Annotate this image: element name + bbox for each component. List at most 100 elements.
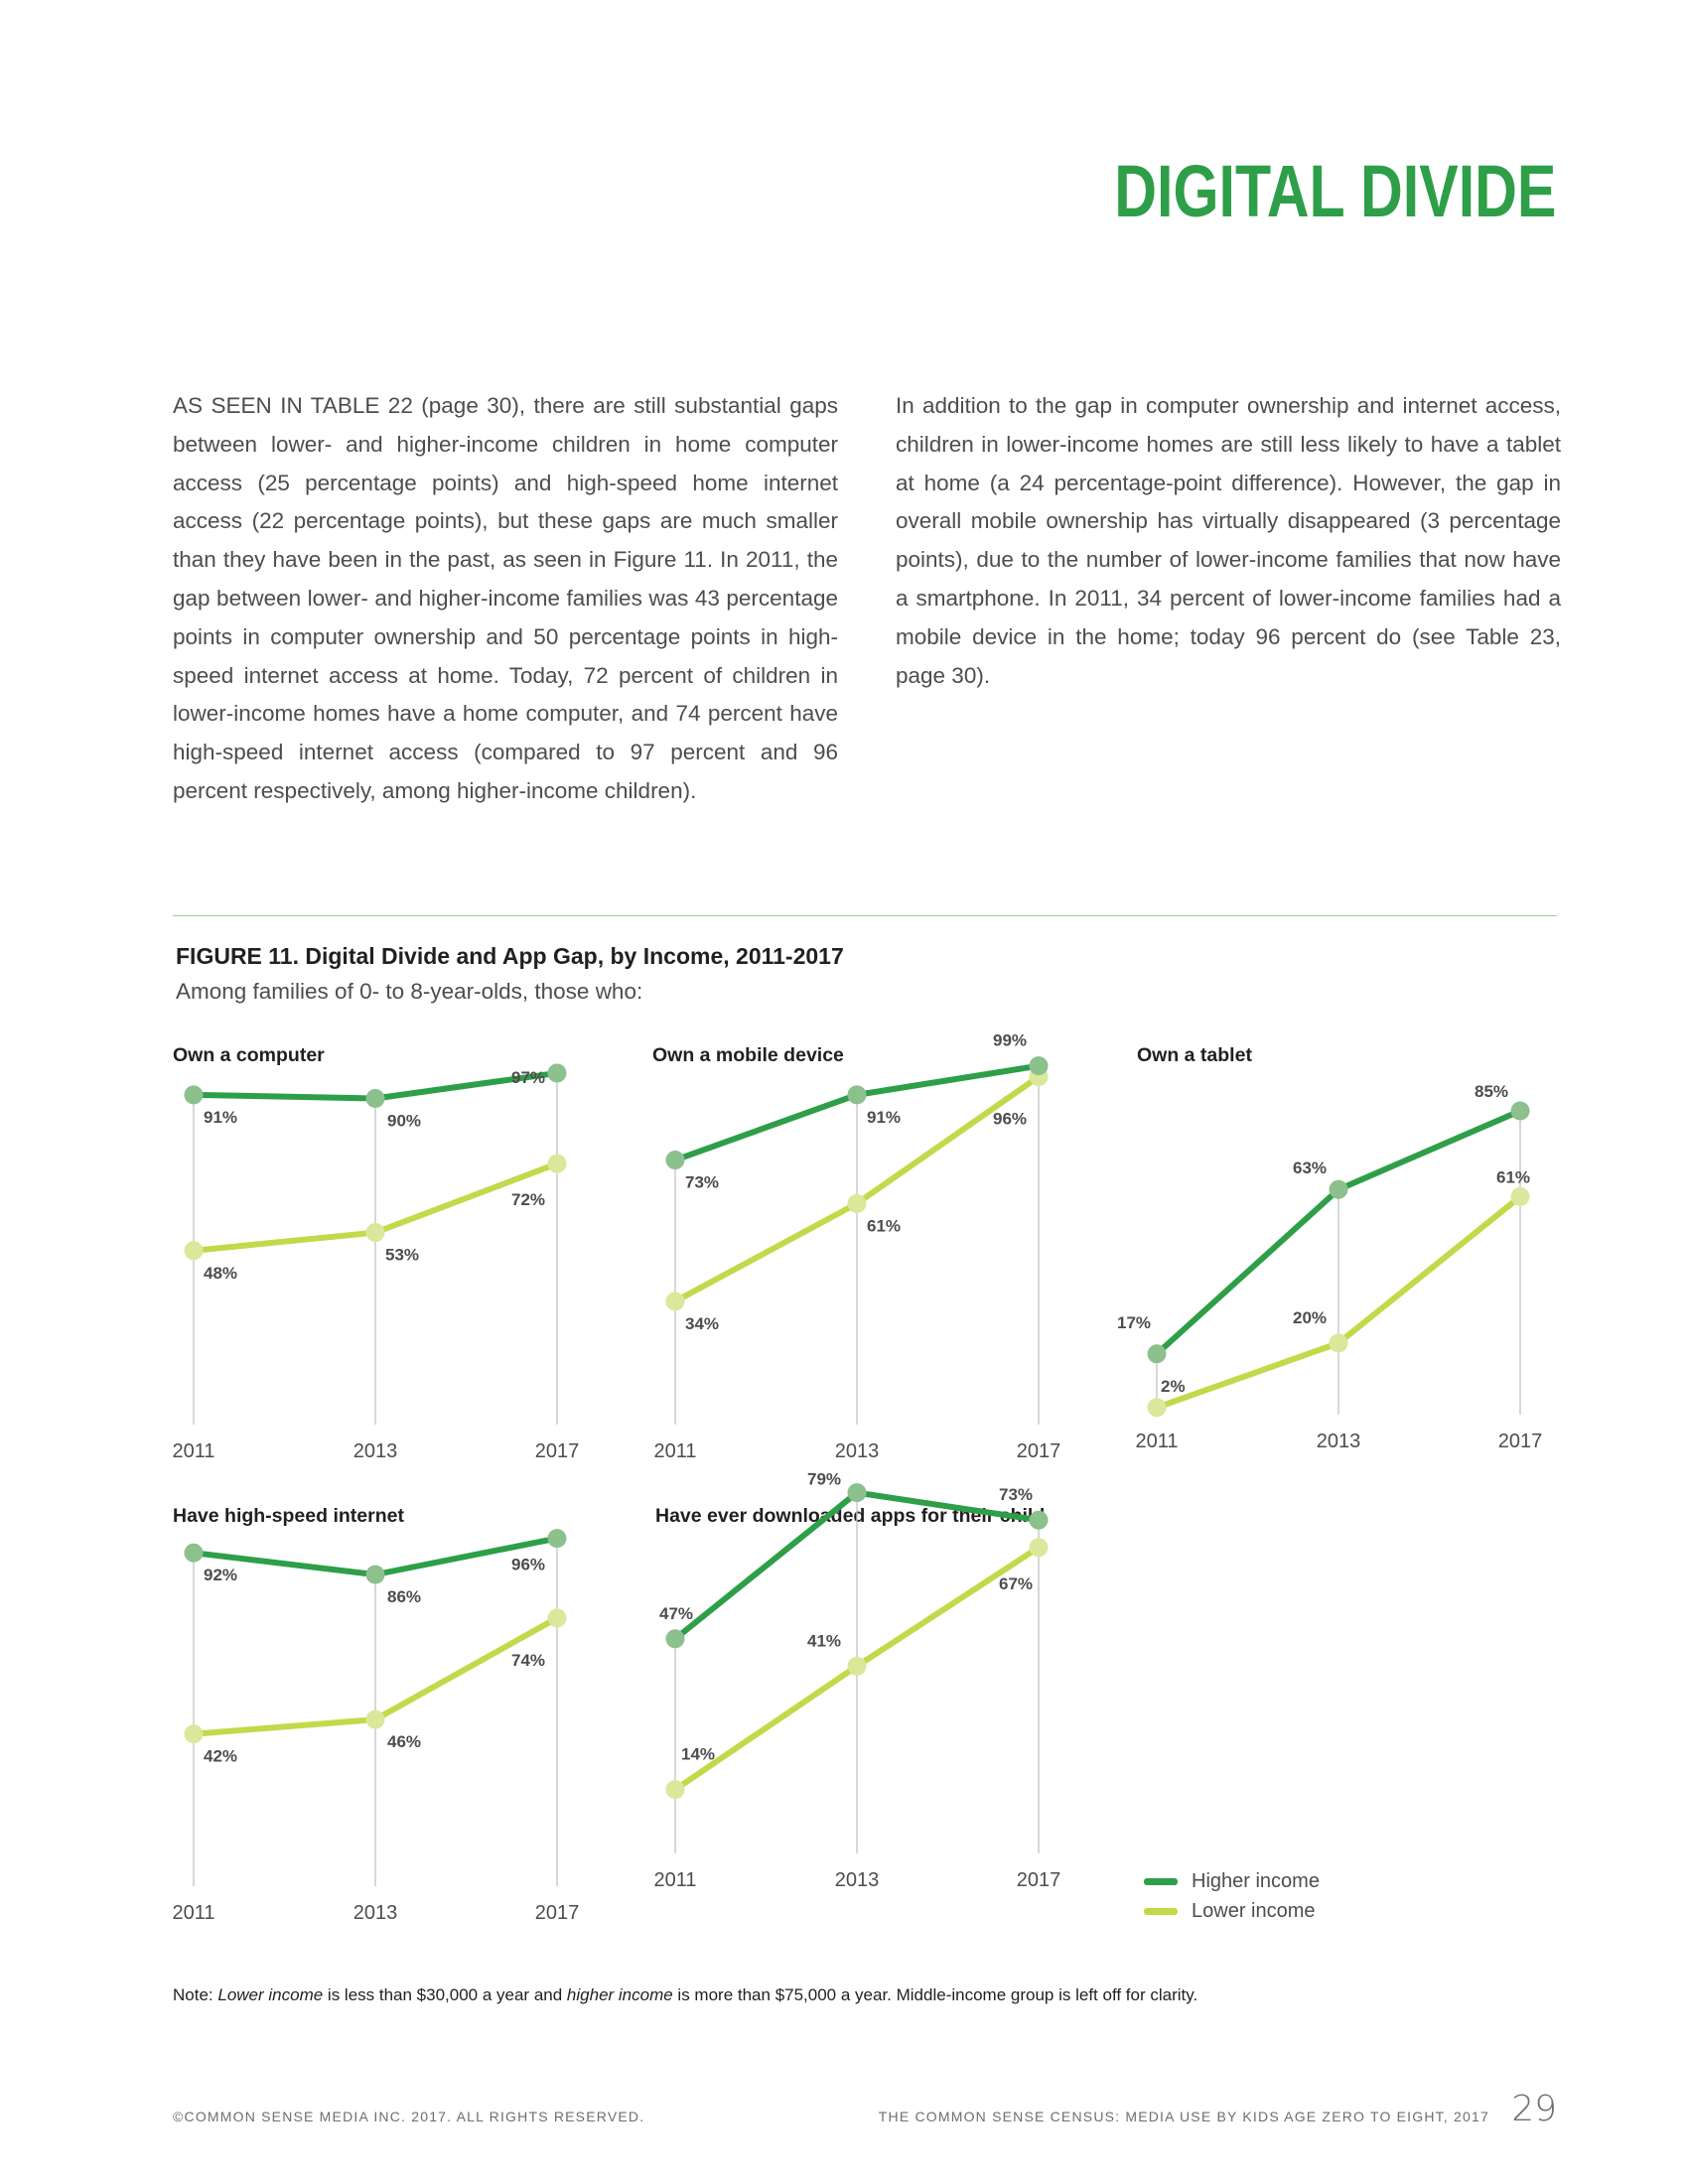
- data-label-lower-income: 53%: [385, 1246, 419, 1265]
- data-point-higher-income: [847, 1085, 867, 1105]
- data-point-lower-income: [547, 1154, 567, 1173]
- data-point-lower-income: [1510, 1186, 1530, 1206]
- data-label-lower-income: 14%: [681, 1745, 715, 1764]
- chart-legend: Higher income Lower income: [1144, 1866, 1320, 1926]
- x-tick-label: 2013: [835, 1869, 880, 1891]
- section-divider: [173, 915, 1557, 916]
- data-label-higher-income: 86%: [387, 1587, 421, 1606]
- data-point-lower-income: [847, 1193, 867, 1213]
- x-tick-label: 2011: [653, 1440, 696, 1462]
- data-label-lower-income: 41%: [807, 1631, 841, 1650]
- body-text-left: AS SEEN IN TABLE 22 (page 30), there are…: [173, 393, 838, 803]
- data-label-lower-income: 46%: [387, 1732, 421, 1751]
- chart-panel-1: 2011 2013 2017 73% 91% 99% 34% 61% 96%: [653, 1031, 1060, 1462]
- note-mid: is less than $30,000 a year and: [323, 1985, 567, 2004]
- chart-panel-4: 2011 2013 2017 47% 79% 73% 14% 41% 67%: [653, 1470, 1060, 1891]
- chart-panel-2: 2011 2013 2017 17% 63% 85% 2% 20% 61%: [1117, 1082, 1542, 1452]
- data-label-lower-income: 67%: [999, 1574, 1033, 1593]
- data-label-higher-income: 73%: [999, 1485, 1033, 1504]
- data-label-higher-income: 97%: [511, 1068, 545, 1087]
- data-label-higher-income: 92%: [204, 1566, 237, 1584]
- chart-panel-3: 2011 2013 2017 92% 86% 96% 42% 46% 74%: [172, 1529, 579, 1924]
- x-tick-label: 2011: [172, 1902, 214, 1924]
- x-tick-label: 2017: [1017, 1440, 1061, 1462]
- legend-label-lower: Lower income: [1192, 1899, 1316, 1922]
- data-point-higher-income: [1329, 1179, 1348, 1199]
- data-point-lower-income: [365, 1709, 385, 1729]
- data-point-lower-income: [665, 1292, 685, 1311]
- data-label-higher-income: 73%: [685, 1173, 719, 1192]
- data-point-higher-income: [365, 1089, 385, 1108]
- x-tick-label: 2013: [353, 1902, 398, 1924]
- legend-item-higher: Higher income: [1144, 1866, 1320, 1896]
- data-point-lower-income: [1147, 1398, 1167, 1418]
- data-label-higher-income: 91%: [204, 1108, 237, 1127]
- data-label-higher-income: 85%: [1475, 1082, 1508, 1101]
- data-label-higher-income: 47%: [659, 1604, 693, 1623]
- page-number: 29: [1511, 2089, 1557, 2129]
- note-rest: is more than $75,000 a year. Middle-inco…: [672, 1985, 1198, 2004]
- x-tick-label: 2011: [172, 1440, 214, 1462]
- x-tick-label: 2013: [353, 1440, 398, 1462]
- panel-title-own-computer: Own a computer: [173, 1044, 325, 1066]
- data-point-higher-income: [665, 1629, 685, 1649]
- data-point-lower-income: [547, 1608, 567, 1628]
- data-label-lower-income: 74%: [511, 1651, 545, 1670]
- data-label-higher-income: 63%: [1293, 1159, 1327, 1177]
- data-label-higher-income: 96%: [511, 1556, 545, 1574]
- data-label-lower-income: 48%: [204, 1264, 237, 1283]
- note-prefix: Note:: [173, 1985, 218, 2004]
- data-point-lower-income: [184, 1241, 204, 1261]
- data-point-higher-income: [665, 1151, 685, 1170]
- panel-title-high-speed-internet: Have high-speed internet: [173, 1505, 404, 1527]
- data-label-lower-income: 96%: [993, 1110, 1027, 1129]
- data-label-lower-income: 72%: [511, 1190, 545, 1209]
- data-point-higher-income: [1029, 1510, 1049, 1530]
- x-tick-label: 2013: [835, 1440, 880, 1462]
- data-label-higher-income: 90%: [387, 1112, 421, 1131]
- x-tick-label: 2017: [535, 1440, 580, 1462]
- footer-copyright: ©COMMON SENSE MEDIA INC. 2017. ALL RIGHT…: [173, 2109, 645, 2124]
- legend-swatch-higher: [1144, 1877, 1178, 1885]
- data-label-higher-income: 79%: [807, 1470, 841, 1489]
- data-point-lower-income: [184, 1724, 204, 1744]
- x-tick-label: 2017: [1498, 1431, 1543, 1452]
- x-tick-label: 2011: [1135, 1431, 1178, 1452]
- data-point-higher-income: [184, 1543, 204, 1563]
- note-lower-term: Lower income: [217, 1985, 324, 2004]
- x-tick-label: 2013: [1317, 1431, 1361, 1452]
- section-title: DIGITAL DIVIDE: [1113, 150, 1556, 232]
- legend-swatch-lower: [1144, 1907, 1178, 1915]
- legend-item-lower: Lower income: [1144, 1896, 1320, 1926]
- x-tick-label: 2017: [1017, 1869, 1061, 1891]
- data-point-higher-income: [547, 1063, 567, 1083]
- data-point-lower-income: [665, 1780, 685, 1800]
- data-point-higher-income: [1029, 1056, 1049, 1076]
- data-point-lower-income: [847, 1656, 867, 1676]
- x-tick-label: 2011: [653, 1869, 696, 1891]
- data-label-lower-income: 61%: [867, 1216, 901, 1235]
- figure-subtitle: Among families of 0- to 8-year-olds, tho…: [176, 979, 643, 1004]
- data-point-higher-income: [1147, 1344, 1167, 1364]
- data-point-higher-income: [365, 1565, 385, 1584]
- panel-title-own-tablet: Own a tablet: [1137, 1044, 1252, 1066]
- data-label-lower-income: 2%: [1161, 1377, 1186, 1396]
- data-point-lower-income: [1029, 1538, 1049, 1558]
- x-tick-label: 2017: [535, 1902, 580, 1924]
- data-label-lower-income: 61%: [1496, 1167, 1530, 1186]
- data-point-higher-income: [847, 1483, 867, 1503]
- data-label-lower-income: 42%: [204, 1747, 237, 1766]
- data-label-higher-income: 99%: [993, 1031, 1027, 1050]
- data-point-lower-income: [365, 1223, 385, 1243]
- chart-panel-0: 2011 2013 2017 91% 90% 97% 48% 53% 72%: [172, 1063, 579, 1462]
- data-point-higher-income: [1510, 1101, 1530, 1121]
- data-label-lower-income: 20%: [1293, 1308, 1327, 1327]
- data-point-higher-income: [547, 1529, 567, 1549]
- figure-title: FIGURE 11. Digital Divide and App Gap, b…: [176, 943, 844, 969]
- panel-title-downloaded-apps: Have ever downloaded apps for their chil…: [655, 1505, 1046, 1527]
- note-higher-term: higher income: [566, 1985, 673, 2004]
- data-point-higher-income: [184, 1085, 204, 1105]
- figure-note: Note: Lower income is less than $30,000 …: [173, 1985, 1197, 2005]
- data-point-lower-income: [1329, 1333, 1348, 1353]
